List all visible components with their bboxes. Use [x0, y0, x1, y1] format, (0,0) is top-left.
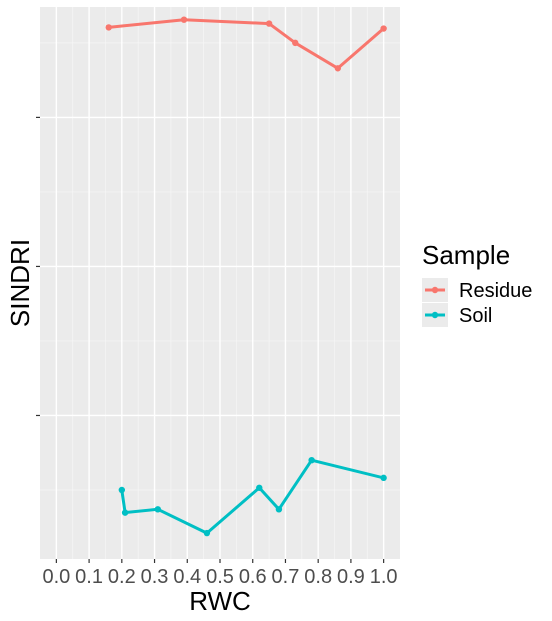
- data-point-soil: [118, 486, 126, 494]
- major-gridlines: [40, 7, 400, 559]
- series-line-residue: [108, 18, 385, 70]
- data-point-residue: [105, 24, 112, 31]
- data-point-soil: [121, 509, 129, 516]
- legend: Sample Residue Soil: [422, 240, 532, 327]
- x-tick-label: 0.3: [141, 566, 169, 588]
- x-tick-label: 1.0: [370, 566, 398, 588]
- x-axis-ticks: 0.0 0.1 0.2 0.3 0.4 0.5 0.6 0.7 0.8 0.9 1.0: [42, 559, 398, 588]
- data-point-residue: [180, 16, 188, 23]
- x-axis-title: RWC: [189, 586, 251, 616]
- data-point-soil: [380, 474, 387, 482]
- x-tick-label: 0.0: [42, 566, 70, 588]
- legend-key-point-soil: [431, 311, 439, 319]
- y-axis-title: SINDRI: [5, 239, 35, 327]
- x-tick-label: 0.2: [108, 566, 136, 588]
- data-point-soil: [154, 506, 162, 513]
- y-axis-ticks: [36, 116, 40, 417]
- legend-label-soil: Soil: [459, 305, 492, 327]
- data-point-residue: [292, 39, 299, 47]
- series-line-soil: [120, 458, 384, 535]
- x-tick-label: 0.7: [272, 566, 300, 588]
- legend-label-residue: Residue: [459, 280, 532, 302]
- x-tick-label: 0.5: [206, 566, 234, 588]
- data-point-soil: [256, 484, 263, 491]
- x-tick-label: 0.1: [75, 566, 103, 588]
- data-point-residue: [380, 25, 387, 32]
- data-point-residue: [265, 20, 273, 27]
- x-tick-label: 0.6: [239, 566, 267, 588]
- x-tick-label: 0.8: [304, 566, 332, 588]
- data-point-soil: [203, 529, 211, 537]
- data-point-residue: [334, 65, 342, 72]
- data-point-soil: [308, 456, 315, 464]
- legend-title: Sample: [422, 240, 510, 270]
- legend-key-point-residue: [431, 286, 439, 294]
- data-point-soil: [275, 506, 283, 513]
- x-tick-label: 0.4: [173, 566, 201, 588]
- x-tick-label: 0.9: [337, 566, 365, 588]
- data-series: [105, 16, 387, 537]
- legend-items: Residue Soil: [422, 278, 532, 327]
